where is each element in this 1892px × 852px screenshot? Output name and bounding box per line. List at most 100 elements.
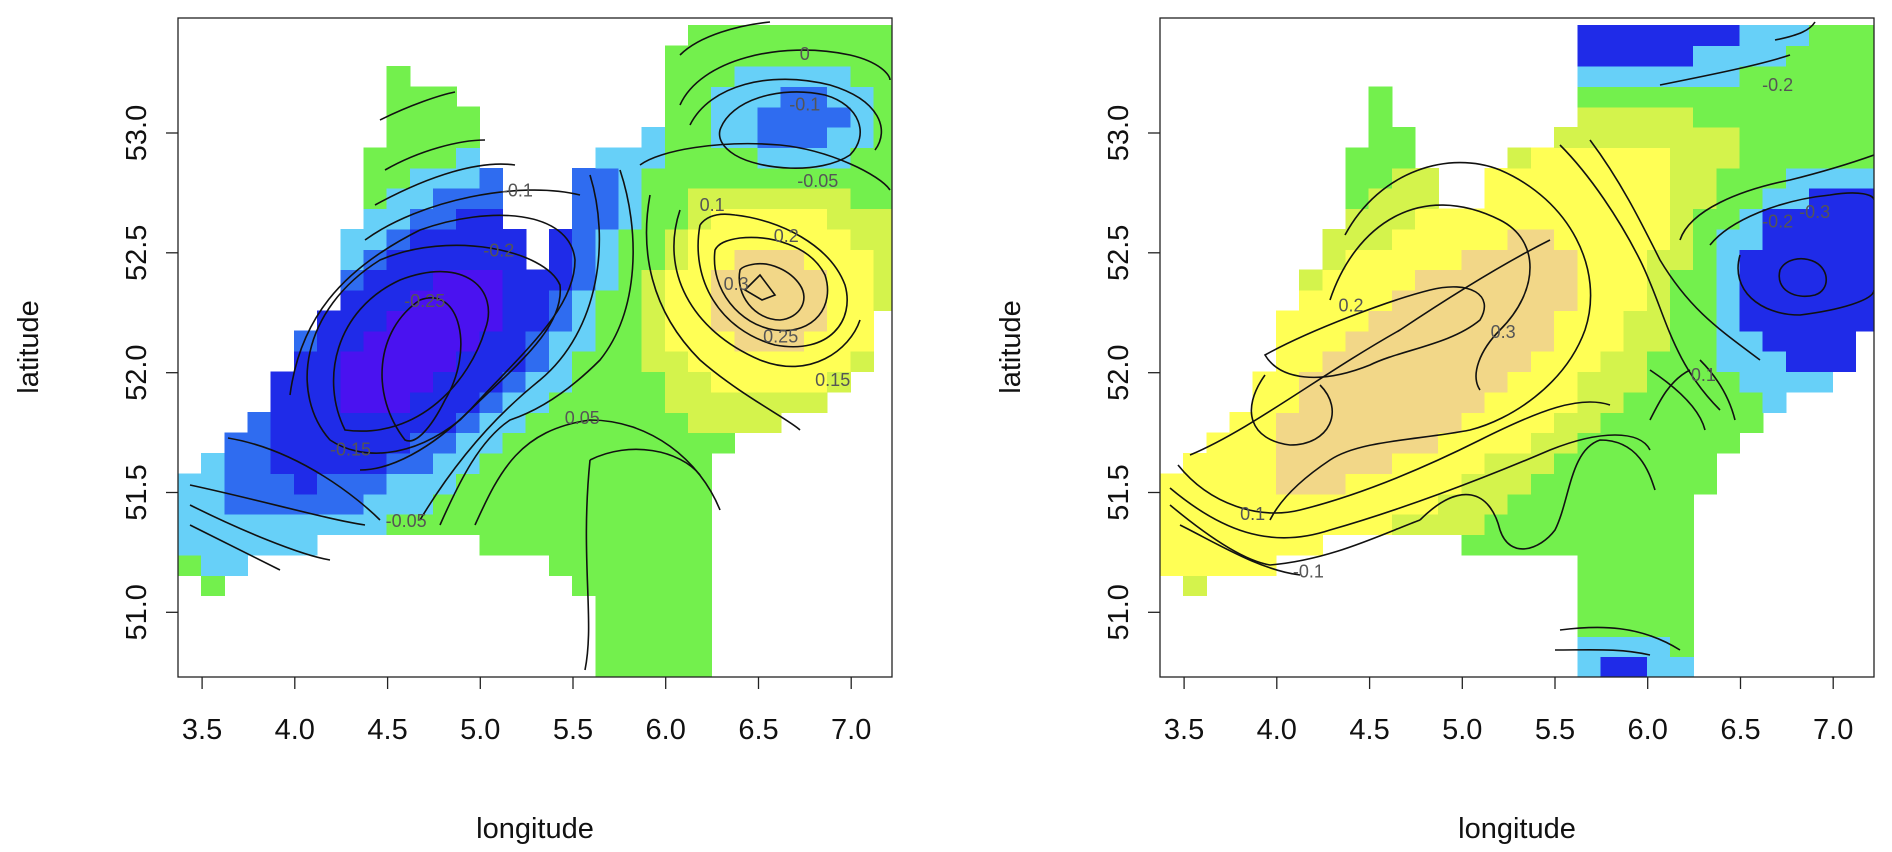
heatmap-cell — [293, 330, 318, 352]
heatmap-cell — [1368, 106, 1393, 128]
heatmap-cell — [363, 188, 388, 210]
heatmap-cell — [803, 25, 828, 47]
heatmap-cell — [711, 249, 735, 271]
heatmap-cell — [1809, 208, 1833, 230]
heatmap-cell — [1322, 330, 1347, 352]
heatmap-cell — [1600, 534, 1625, 556]
heatmap-cell — [270, 452, 295, 474]
heatmap-cell — [1832, 127, 1857, 148]
heatmap-cell — [479, 534, 504, 556]
heatmap-cell — [1554, 289, 1578, 311]
heatmap-cell — [595, 534, 620, 556]
heatmap-cell — [1623, 351, 1648, 373]
heatmap-cell — [827, 310, 851, 332]
heatmap-cell — [1646, 86, 1671, 108]
heatmap-cell — [711, 127, 735, 148]
heatmap-cell — [1739, 106, 1764, 128]
heatmap-cell — [1809, 127, 1833, 148]
heatmap-cell — [641, 371, 666, 393]
heatmap-cell — [363, 391, 388, 413]
heatmap-cell — [1855, 167, 1874, 189]
y-tick-label: 52.5 — [121, 225, 153, 281]
heatmap-cell — [641, 412, 666, 434]
heatmap-cell — [688, 473, 712, 495]
heatmap-cell — [688, 147, 712, 169]
heatmap-cell — [409, 188, 434, 210]
heatmap-cell — [1646, 188, 1671, 210]
heatmap-cell — [711, 412, 735, 434]
heatmap-cell — [757, 147, 782, 169]
heatmap-cell — [734, 371, 759, 393]
heatmap-cell — [1739, 188, 1764, 210]
heatmap-cell — [1600, 228, 1625, 250]
heatmap-cell — [433, 310, 457, 332]
heatmap-cell — [1415, 493, 1439, 515]
heatmap-cell — [595, 615, 620, 637]
heatmap-cell — [1693, 127, 1717, 148]
heatmap-cell — [595, 473, 620, 495]
heatmap-cell — [502, 310, 527, 332]
heatmap-cell — [1716, 351, 1741, 373]
heatmap-cell — [1785, 106, 1810, 128]
heatmap-cell — [1507, 289, 1532, 311]
heatmap-cell — [572, 208, 596, 230]
heatmap-cell — [1785, 25, 1810, 47]
heatmap-cell — [1299, 473, 1323, 495]
heatmap-cell — [1345, 269, 1370, 291]
heatmap-cell — [1554, 534, 1578, 556]
heatmap-cell — [572, 432, 596, 454]
heatmap-cell — [433, 330, 457, 352]
heatmap-cell — [595, 595, 620, 617]
heatmap-cell — [618, 249, 643, 271]
heatmap-cell — [1646, 351, 1671, 373]
heatmap-cell — [780, 106, 805, 128]
heatmap-cell — [479, 432, 504, 454]
heatmap-cell — [1623, 575, 1648, 597]
heatmap-cell — [1693, 371, 1717, 393]
contour-line — [1679, 154, 1874, 241]
heatmap-cell — [1600, 514, 1625, 536]
heatmap-cell — [780, 391, 805, 413]
heatmap-cell — [1345, 289, 1370, 311]
heatmap-cell — [803, 86, 828, 108]
heatmap-cell — [641, 330, 666, 352]
y-tick-label: 51.0 — [1103, 584, 1135, 640]
heatmap-cell — [1646, 493, 1671, 515]
heatmap-cell — [1577, 25, 1602, 47]
heatmap-cell — [502, 412, 527, 434]
heatmap-cell — [1623, 228, 1648, 250]
heatmap-cell — [1716, 106, 1741, 128]
heatmap-cell — [618, 412, 643, 434]
left-contour-labels: 0 -0.1 -0.05 -0.1 0.1 -0.2 0.2 -0.25 0.3 0.25 0.15… — [330, 44, 850, 531]
heatmap-cell — [548, 493, 573, 515]
contour-line — [1189, 239, 1551, 456]
heatmap-cell — [1275, 310, 1300, 332]
heatmap-cell — [456, 391, 480, 413]
heatmap-cell — [757, 412, 782, 434]
heatmap-cell — [827, 25, 851, 47]
heatmap-cell — [780, 167, 805, 189]
heatmap-cell — [1623, 65, 1648, 87]
contour-line — [589, 448, 701, 476]
heatmap-cell — [595, 636, 620, 658]
heatmap-cell — [618, 656, 643, 677]
heatmap-cell — [340, 289, 365, 311]
heatmap-cell — [757, 371, 782, 393]
heatmap-cell — [1322, 452, 1347, 474]
heatmap-cell — [1530, 391, 1555, 413]
y-tick-label: 51.0 — [121, 584, 153, 640]
heatmap-cell — [641, 493, 666, 515]
heatmap-cell — [293, 534, 318, 556]
heatmap-cell — [1554, 330, 1578, 352]
heatmap-cell — [1623, 249, 1648, 271]
heatmap-cell — [1530, 310, 1555, 332]
y-tick-label: 52.0 — [1103, 344, 1135, 400]
heatmap-cell — [1438, 432, 1462, 454]
heatmap-cell — [479, 351, 504, 373]
heatmap-cell — [1554, 412, 1578, 434]
contour-label: -0.3 — [1799, 202, 1830, 222]
heatmap-cell — [1600, 86, 1625, 108]
heatmap-cell — [1785, 289, 1810, 311]
heatmap-cell — [664, 473, 689, 495]
contour-line — [1554, 648, 1651, 656]
